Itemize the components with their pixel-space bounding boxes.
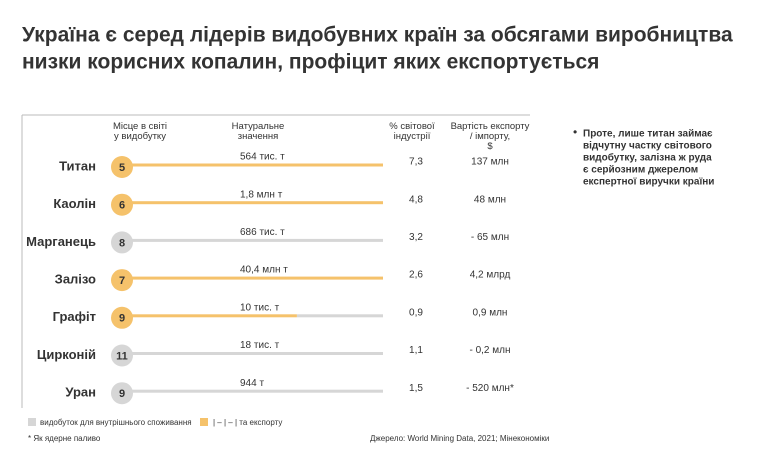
rank-circle xyxy=(111,306,133,329)
volume: 1,8 млн т xyxy=(240,189,283,200)
title: Україна є серед лідерів видобувних країн… xyxy=(22,24,733,47)
footnote: * Як ядерне паливо xyxy=(28,434,101,443)
bar-export xyxy=(122,314,297,318)
row-name: Каолін xyxy=(53,196,96,211)
trade-value: 4,2 млрд xyxy=(470,270,511,281)
column-header: Натуральне значення xyxy=(232,121,285,142)
bar-export xyxy=(122,201,383,205)
world-share: 1,5 xyxy=(409,383,423,394)
volume: 18 тис. т xyxy=(240,340,280,351)
world-share: 7,3 xyxy=(409,157,423,168)
rank: 11 xyxy=(116,350,128,362)
bar-domestic xyxy=(122,389,383,393)
rank-circle xyxy=(111,269,133,292)
row-name: Титан xyxy=(59,158,96,173)
world-share: 4,8 xyxy=(409,194,423,205)
trade-value: - 520 млн* xyxy=(466,383,514,394)
rank: 6 xyxy=(119,200,125,212)
trade-value: 48 млн xyxy=(474,194,506,205)
volume: 10 тис. т xyxy=(240,302,280,313)
column-header: Місце в світі у видобутку xyxy=(113,121,167,142)
rank-circle xyxy=(111,156,133,178)
rank-circle xyxy=(111,231,133,254)
bullet: • xyxy=(573,125,577,139)
legend-label: | – | – | та експорту xyxy=(213,418,282,427)
bar-export xyxy=(122,276,383,280)
bar-domestic xyxy=(122,352,383,355)
world-share: 3,2 xyxy=(409,232,423,243)
rank-circle xyxy=(111,193,133,216)
trade-value: 0,9 млн xyxy=(473,307,508,318)
column-header: Вартість експорту / імпорту, $ xyxy=(451,121,530,152)
volume: 564 тис. т xyxy=(240,152,285,163)
world-share: 0,9 xyxy=(409,307,423,318)
rank-circle xyxy=(111,344,133,367)
trade-value: - 65 млн xyxy=(471,232,509,243)
legend-label: видобуток для внутрішнього споживання xyxy=(40,418,192,427)
row-name: Залізо xyxy=(55,272,96,287)
sidenote: Проте, лише титан займає xyxy=(583,129,713,140)
sidenote: є серйозним джерелом xyxy=(583,165,698,176)
legend-swatch xyxy=(28,418,36,426)
volume: 686 тис. т xyxy=(240,227,285,238)
world-share: 1,1 xyxy=(409,345,423,356)
rank: 8 xyxy=(119,237,125,249)
title: низки корисних копалин, профіцит яких ек… xyxy=(22,51,599,74)
rank: 9 xyxy=(119,313,125,325)
volume: 944 т xyxy=(240,378,264,389)
source: Джерело: World Mining Data, 2021; Мінеко… xyxy=(370,434,549,443)
rank: 7 xyxy=(119,275,125,287)
world-share: 2,6 xyxy=(409,270,423,281)
rank: 5 xyxy=(119,162,125,174)
column-header: % світової індустрії xyxy=(389,121,435,142)
row-name: Цирконій xyxy=(37,347,96,362)
row-name: Графіт xyxy=(53,309,96,324)
legend-swatch xyxy=(200,418,208,426)
rank-circle xyxy=(111,382,133,405)
sidenote: видобутку, залізна ж руда xyxy=(583,152,712,164)
rank: 9 xyxy=(119,388,125,400)
row-name: Марганець xyxy=(26,234,96,249)
bar-export xyxy=(122,163,383,167)
trade-value: 137 млн xyxy=(471,157,509,168)
volume: 40,4 млн т xyxy=(240,265,288,276)
trade-value: - 0,2 млн xyxy=(469,345,510,356)
row-name: Уран xyxy=(65,385,96,400)
sidenote: експертної виручки країни xyxy=(583,177,714,188)
sidenote: відчутну частку світового xyxy=(583,141,712,152)
bar-domestic xyxy=(122,238,383,242)
bar-domestic xyxy=(296,314,383,318)
